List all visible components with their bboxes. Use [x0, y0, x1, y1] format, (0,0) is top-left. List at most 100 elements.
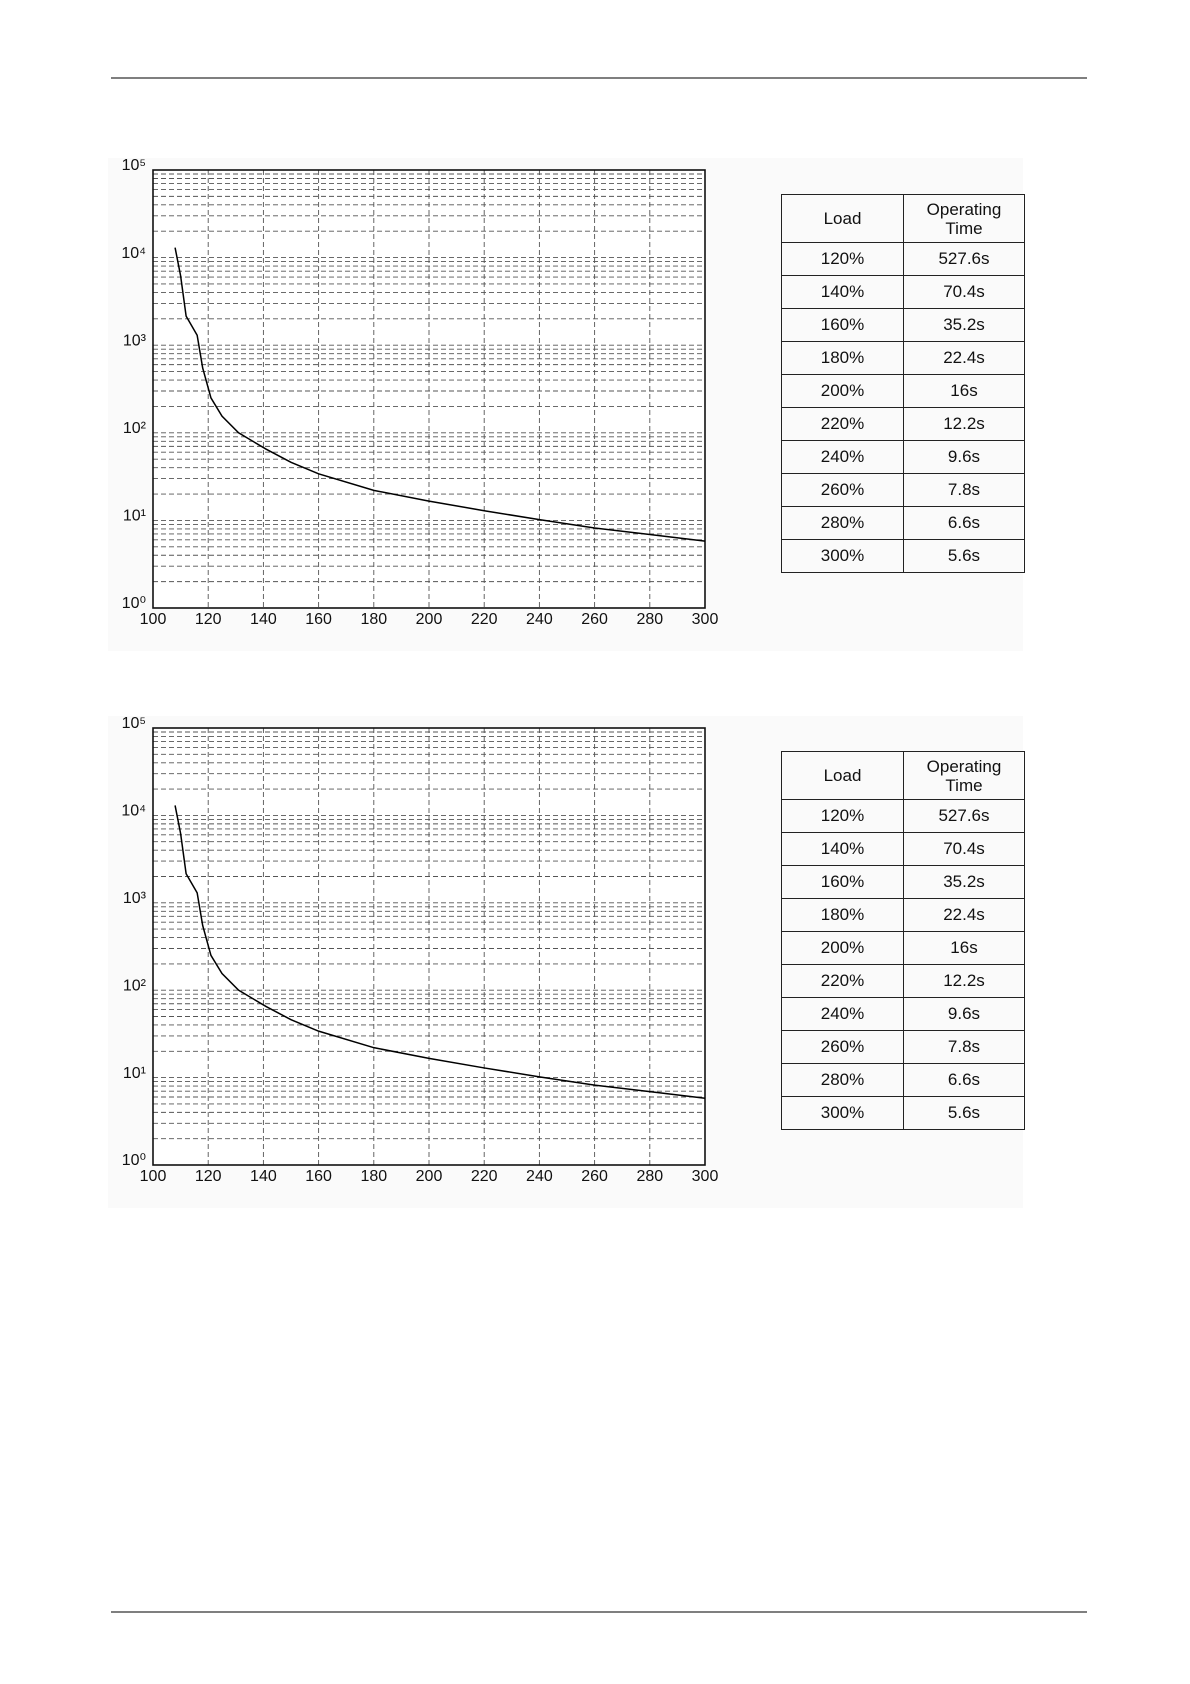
table-row: 240% 9.6s	[781, 997, 1025, 1031]
table-cell: 7.8s	[903, 473, 1025, 507]
y-tick-label: 10⁵	[122, 157, 146, 174]
table-row: 260% 7.8s	[781, 473, 1025, 507]
y-tick-label: 10⁴	[121, 245, 146, 262]
x-tick-label: 120	[195, 611, 222, 628]
table-cell: 5.6s	[903, 539, 1025, 573]
table-cell: 527.6s	[903, 799, 1025, 833]
y-tick-label: 10³	[123, 890, 147, 907]
table-row: 160% 35.2s	[781, 308, 1025, 342]
plot-border	[152, 169, 706, 609]
table-row: 240% 9.6s	[781, 440, 1025, 474]
table-row: Load Operating Time	[781, 194, 1025, 243]
x-tick-label: 260	[581, 1168, 608, 1185]
table-cell: 9.6s	[903, 440, 1025, 474]
table-cell: 5.6s	[903, 1096, 1025, 1130]
table-cell: 12.2s	[903, 964, 1025, 998]
table-row: 180% 22.4s	[781, 341, 1025, 375]
table-row: 300% 5.6s	[781, 539, 1025, 573]
x-tick-label: 180	[360, 611, 387, 628]
table-row: Load Operating Time	[781, 751, 1025, 800]
y-tick-label: 10⁰	[122, 595, 146, 612]
table-cell: Load	[781, 751, 904, 800]
x-tick-label: 220	[471, 611, 498, 628]
x-tick-label: 140	[250, 1168, 277, 1185]
table-cell: 140%	[781, 832, 904, 866]
y-tick-label: 10¹	[123, 1065, 146, 1082]
x-tick-label: 300	[692, 1168, 719, 1185]
table-cell: 6.6s	[903, 1063, 1025, 1097]
table-cell: 220%	[781, 407, 904, 441]
table-cell: 9.6s	[903, 997, 1025, 1031]
table-cell: 260%	[781, 1030, 904, 1064]
y-tick-label: 10²	[123, 977, 147, 994]
table-cell: 240%	[781, 997, 904, 1031]
table-cell: Load	[781, 194, 904, 243]
table-cell: 527.6s	[903, 242, 1025, 276]
table-cell: 16s	[903, 374, 1025, 408]
x-tick-label: 100	[140, 611, 167, 628]
table-cell: 16s	[903, 931, 1025, 965]
x-tick-label: 140	[250, 611, 277, 628]
curve	[174, 247, 706, 542]
table-cell: 200%	[781, 374, 904, 408]
table-row: 140% 70.4s	[781, 832, 1025, 866]
x-tick-label: 200	[416, 611, 443, 628]
table: Load Operating Time 120% 527.6s 140% 70.4s 160…	[781, 194, 1025, 573]
table-row: 180% 22.4s	[781, 898, 1025, 932]
table-cell: 280%	[781, 1063, 904, 1097]
table-cell: 180%	[781, 898, 904, 932]
table-row: 300% 5.6s	[781, 1096, 1025, 1130]
x-tick-label: 200	[416, 1168, 443, 1185]
x-tick-label: 220	[471, 1168, 498, 1185]
table-cell: 35.2s	[903, 308, 1025, 342]
x-tick-label: 280	[636, 611, 663, 628]
table-cell: 160%	[781, 865, 904, 899]
y-tick-label: 10¹	[123, 508, 146, 525]
table-cell: 300%	[781, 539, 904, 573]
x-tick-label: 240	[526, 1168, 553, 1185]
table-cell: 200%	[781, 931, 904, 965]
table: Load Operating Time 120% 527.6s 140% 70.4s 160…	[781, 751, 1025, 1130]
table-cell: 260%	[781, 473, 904, 507]
table-cell: 7.8s	[903, 1030, 1025, 1064]
table-row: 200% 16s	[781, 374, 1025, 408]
y-tick-label: 10²	[123, 420, 147, 437]
table-cell: 12.2s	[903, 407, 1025, 441]
table-row: 220% 12.2s	[781, 407, 1025, 441]
table-cell: 6.6s	[903, 506, 1025, 540]
table-row: 140% 70.4s	[781, 275, 1025, 309]
table-row: 220% 12.2s	[781, 964, 1025, 998]
x-tick-label: 160	[305, 611, 332, 628]
table-cell: Operating Time	[903, 751, 1025, 800]
table-cell: 240%	[781, 440, 904, 474]
table-row: 120% 527.6s	[781, 242, 1025, 276]
table-row: 200% 16s	[781, 931, 1025, 965]
table-cell: 120%	[781, 799, 904, 833]
x-tick-label: 160	[305, 1168, 332, 1185]
y-tick-label: 10³	[123, 332, 147, 349]
table-cell: 22.4s	[903, 341, 1025, 375]
table-cell: 140%	[781, 275, 904, 309]
table-row: 260% 7.8s	[781, 1030, 1025, 1064]
y-tick-label: 10⁰	[122, 1152, 146, 1169]
table-cell: 120%	[781, 242, 904, 276]
table-row: 280% 6.6s	[781, 506, 1025, 540]
x-tick-label: 100	[140, 1168, 167, 1185]
table-cell: 35.2s	[903, 865, 1025, 899]
x-tick-label: 120	[195, 1168, 222, 1185]
table-row: 120% 527.6s	[781, 799, 1025, 833]
table-row: 160% 35.2s	[781, 865, 1025, 899]
plot-border	[152, 727, 706, 1166]
table-cell: 160%	[781, 308, 904, 342]
table-cell: 180%	[781, 341, 904, 375]
y-tick-label: 10⁵	[122, 715, 146, 732]
table-cell: 22.4s	[903, 898, 1025, 932]
x-tick-label: 260	[581, 611, 608, 628]
x-tick-label: 280	[636, 1168, 663, 1185]
y-tick-label: 10⁴	[121, 803, 146, 820]
x-tick-label: 240	[526, 611, 553, 628]
curve	[174, 805, 706, 1100]
x-tick-label: 300	[692, 611, 719, 628]
table-cell: 70.4s	[903, 832, 1025, 866]
table-cell: 70.4s	[903, 275, 1025, 309]
